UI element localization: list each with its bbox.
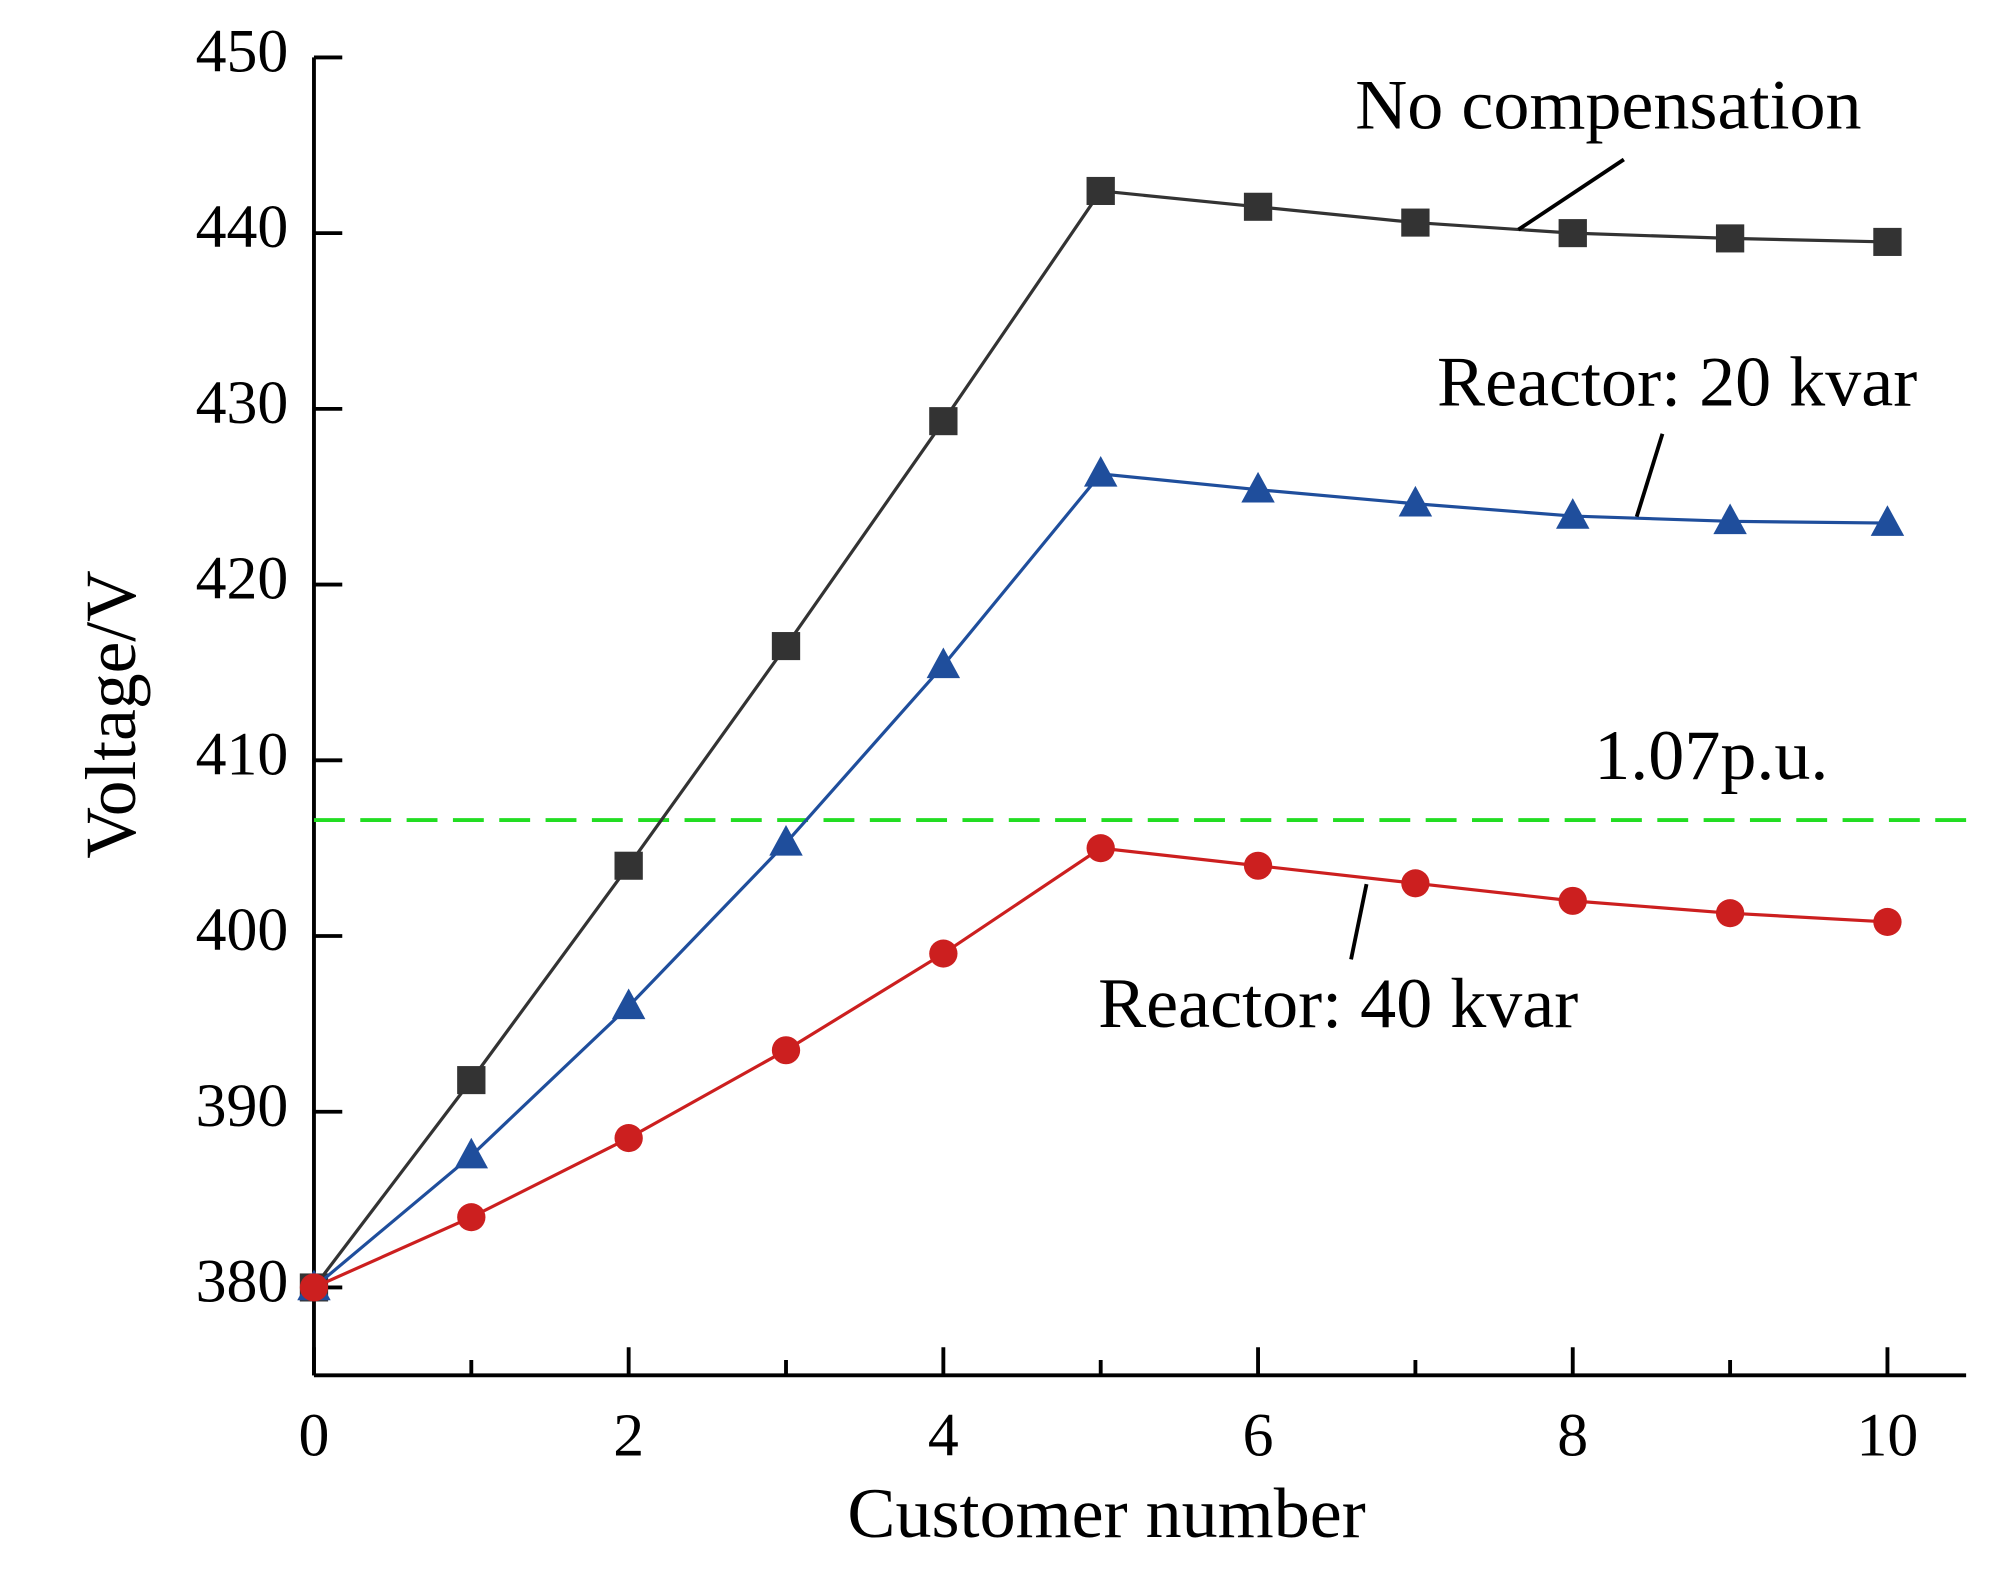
x-axis-title: Customer number [847,1473,1365,1553]
marker [1873,907,1902,936]
marker [1086,834,1115,863]
x-tick-label: 4 [928,1402,959,1470]
series-label: Reactor: 40 kvar [1098,963,1578,1043]
marker [1713,503,1747,535]
marker [454,1137,489,1169]
y-tick-label: 450 [196,18,289,86]
marker [1086,176,1115,205]
marker [771,1036,801,1065]
marker [1398,485,1433,517]
marker [1556,498,1590,529]
y-tick-label: 390 [196,1072,289,1140]
marker [1558,219,1587,248]
marker [614,1124,643,1153]
marker [457,1203,486,1232]
marker [1401,208,1430,237]
y-tick-label: 410 [196,721,289,789]
reference-label: 1.07p.u. [1594,715,1828,795]
marker [1243,192,1273,221]
marker [299,1273,329,1302]
marker [1401,869,1430,898]
y-tick-label: 430 [196,369,289,437]
x-tick-label: 8 [1557,1402,1588,1470]
x-tick-label: 6 [1243,1402,1274,1470]
marker [771,632,801,661]
marker [1241,471,1275,503]
marker [611,988,646,1020]
marker [1083,456,1118,487]
series-label: Reactor: 20 kvar [1437,342,1917,422]
series-label: No compensation [1355,65,1861,145]
y-tick-label: 420 [196,545,289,613]
marker [929,407,958,436]
x-tick-label: 2 [613,1402,644,1470]
leader-line [1349,883,1369,960]
marker [457,1066,486,1095]
marker [1715,899,1745,928]
marker [1873,227,1902,256]
y-tick-label: 440 [196,193,289,261]
series-line [312,472,1888,1289]
marker [1715,224,1745,253]
marker [1243,851,1273,880]
leader-line [1634,433,1665,518]
marker [1558,886,1587,915]
marker [614,851,643,880]
y-tick-label: 380 [196,1248,289,1316]
y-tick-label: 400 [196,896,289,964]
marker [1870,505,1905,536]
y-axis-title: Voltage/V [71,570,151,859]
x-tick-label: 0 [299,1402,330,1470]
series-line [313,846,1888,1289]
marker [769,825,803,856]
marker [926,647,961,679]
marker [929,939,958,968]
x-tick-label: 10 [1857,1402,1919,1470]
leader-line [1517,157,1625,232]
